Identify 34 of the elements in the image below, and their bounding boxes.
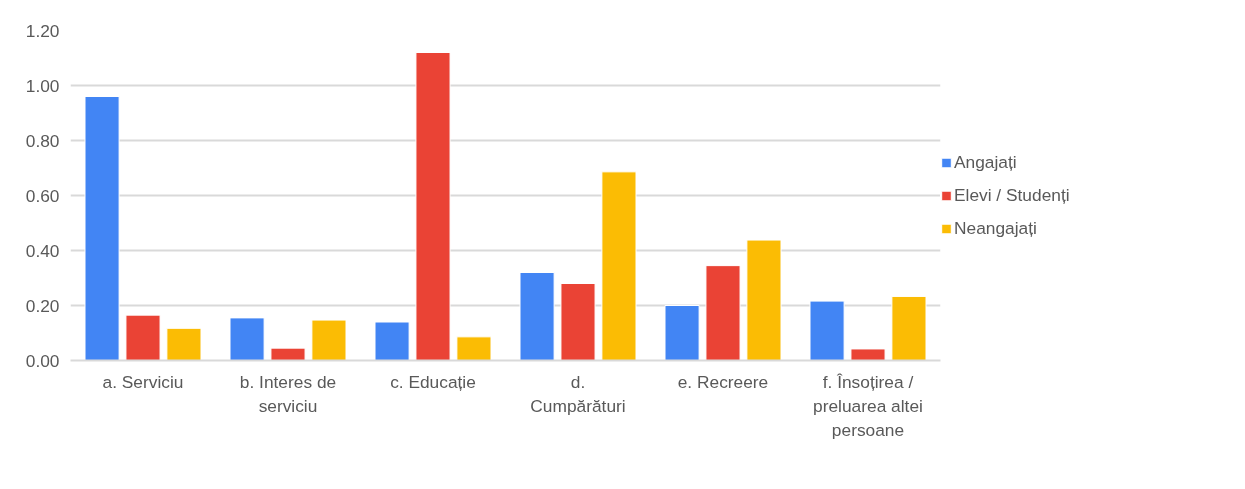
- x-tick-label: f. Însoțirea / preluarea altei persoane: [813, 371, 923, 440]
- y-tick-label: 1.00: [25, 75, 60, 96]
- bar: [891, 295, 927, 361]
- x-tick-label: c. Educație: [390, 371, 476, 392]
- bar: [84, 96, 120, 361]
- bar: [601, 171, 637, 361]
- x-tick-label: a. Serviciu: [102, 371, 184, 392]
- legend-label: Elevi / Studenți: [954, 184, 1070, 206]
- y-tick-label: 1.20: [25, 20, 60, 41]
- bar: [166, 327, 202, 361]
- bar: [374, 321, 410, 361]
- bar: [746, 239, 782, 361]
- y-tick-label: 0.80: [25, 130, 60, 151]
- bar: [664, 305, 700, 361]
- y-tick-label: 0.40: [25, 240, 60, 261]
- bar: [311, 319, 347, 361]
- legend-label: Neangajați: [954, 217, 1037, 239]
- bar: [519, 272, 555, 361]
- y-tick-label: 0.20: [25, 295, 60, 316]
- bar: [229, 317, 265, 361]
- x-tick-label: e. Recreere: [677, 371, 769, 392]
- x-tick-label: d. Cumpărături: [530, 371, 626, 416]
- bar: [125, 314, 161, 361]
- y-tick-label: 0.60: [25, 185, 60, 206]
- legend-label: Angajați: [954, 151, 1017, 173]
- bar: [705, 265, 741, 361]
- bar: [850, 348, 886, 361]
- bar: [809, 300, 845, 361]
- y-tick-label: 0.00: [25, 350, 60, 371]
- bar: [270, 347, 306, 361]
- bar: [560, 283, 596, 361]
- x-tick-label: b. Interes de serviciu: [239, 371, 337, 416]
- bar: [415, 52, 451, 361]
- bar: [456, 336, 492, 361]
